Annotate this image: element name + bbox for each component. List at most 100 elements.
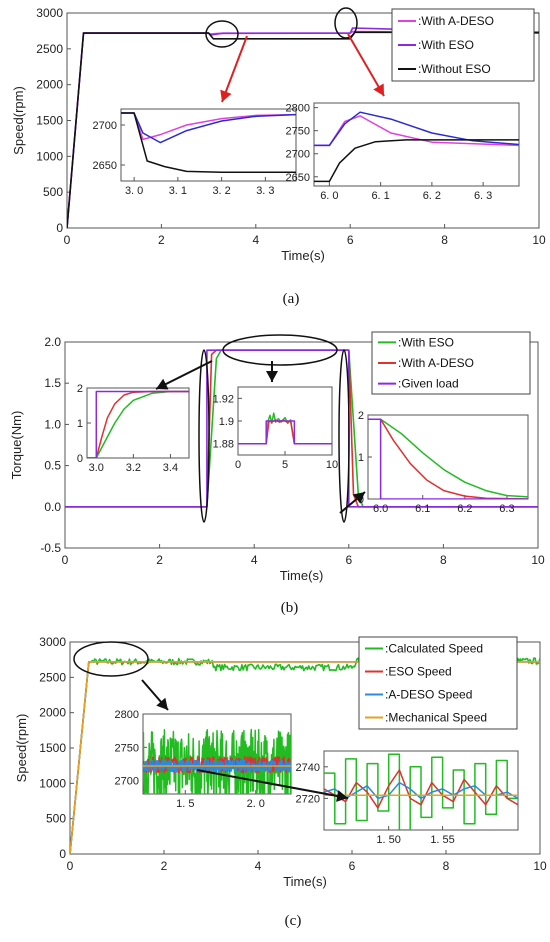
chart-b-zoom-arrowhead (266, 371, 278, 382)
chart-a-zoom-ellipse (334, 7, 358, 39)
chart-b-ytick-label: -0.5 (40, 541, 61, 555)
chart-a-xlabel: Time(s) (281, 248, 325, 263)
chart-c-inset-1-ytick-label: 2720 (296, 793, 320, 805)
chart-a-ytick-label: 1500 (36, 114, 63, 128)
chart-c-xtick-label: 10 (533, 859, 547, 873)
chart-b-ytick-label: 0.0 (44, 500, 61, 514)
chart-b-xlabel: Time(s) (280, 568, 324, 583)
chart-b-xtick-label: 0 (62, 553, 69, 567)
chart-c-zoom-arrowhead (156, 697, 168, 710)
chart-a-inset-1-xtick-label: 6. 1 (371, 190, 389, 202)
chart-a-zoom-arrow (347, 33, 385, 97)
chart-b-inset-0-series-2 (87, 390, 189, 458)
chart-b-inset-1-series-2 (238, 420, 332, 445)
chart-b-inset-1-ytick-label: 1.88 (213, 439, 234, 451)
chart-a-inset-0-ytick-label: 2700 (93, 120, 117, 132)
chart-b-inset-2-ytick-label: 2 (358, 410, 364, 422)
chart-a-ytick-label: 2500 (36, 42, 63, 56)
chart-a-xtick-label: 10 (532, 233, 546, 247)
chart-c-legend-entry-1: :ESO Speed (385, 665, 452, 679)
chart-c-inset-0-xtick-label: 1. 5 (176, 798, 194, 810)
chart-c-zoom-arrowhead (336, 790, 348, 802)
chart-b-ylabel: Torque(Nm) (9, 411, 24, 480)
chart-a-inset-0-xtick-label: 3. 0 (125, 185, 143, 197)
chart-c-legend-entry-3: :Mechanical Speed (385, 711, 487, 725)
chart-b-inset-0-xtick-label: 3.2 (126, 462, 141, 474)
chart-c-xtick-label: 0 (67, 859, 74, 873)
chart-c-inset-1-ytick-label: 2740 (296, 762, 320, 774)
chart-b-ytick-label: 1.0 (44, 417, 61, 431)
chart-c-inset-1-series-0 (324, 753, 518, 830)
chart-c-caption: (c) (285, 913, 302, 929)
chart-a-axes: 0 2 4 6 8 10 0 500 1000 1500 2000 2500 3000 (36, 6, 546, 247)
chart-a-zoom-arrowhead (373, 83, 384, 96)
chart-a-legend: :With A-DESO:With ESO:Without ESO (391, 8, 535, 82)
chart-a-xtick-label: 2 (158, 233, 165, 247)
chart-a-xtick-label: 0 (64, 233, 71, 247)
chart-c-legend: :Calculated Speed:ESO Speed:A-DESO Speed… (358, 636, 518, 730)
chart-b-zoom-arrowhead (156, 378, 169, 390)
chart-b-inset-1-xtick-label: 5 (282, 459, 288, 471)
chart-a-zoom-ellipse (205, 20, 239, 48)
chart-b-zoom-arrowhead (352, 492, 365, 504)
chart-c-ytick-label: 2000 (39, 706, 66, 720)
chart-a-ytick-label: 0 (56, 221, 63, 235)
chart-b-legend: :With ESO:With A-DESO:Given load (371, 331, 531, 395)
chart-b-inset-2-series-0 (368, 418, 528, 498)
chart-a-inset-1-xtick-label: 6. 0 (320, 190, 338, 202)
chart-a-inset-0-frame (120, 108, 297, 182)
chart-b-axes: 0 2 4 6 8 10-0.50.00.51.01.52.0 (40, 335, 545, 567)
chart-a-legend-entry-0: :With A-DESO (418, 14, 494, 28)
chart-a-ytick-label: 3000 (36, 6, 63, 20)
chart-b-ytick-label: 1.5 (44, 376, 61, 390)
chart-a-inset-0-series-group (121, 112, 296, 173)
chart-c-zoom-ellipse (73, 641, 149, 677)
chart-b-xtick-label: 10 (531, 553, 545, 567)
chart-b-inset-1-ytick-label: 1.92 (213, 393, 234, 405)
chart-b-inset-0-ytick-label: 0 (77, 453, 83, 465)
chart-a-inset-0-xtick-label: 3. 1 (169, 185, 187, 197)
chart-a-ytick-label: 2000 (36, 78, 63, 92)
chart-a-legend-entry-1: :With ESO (418, 38, 474, 52)
chart-b-xtick-label: 8 (440, 553, 447, 567)
chart-a-inset-1-ytick-label: 2700 (286, 149, 310, 161)
chart-c-legend-box (358, 636, 518, 730)
chart-b-inset-1-axes: 0 5 10 1.88 1.9 1.92 (213, 386, 338, 471)
chart-b-zoom-ellipse (222, 334, 338, 366)
chart-a-ytick-label: 1000 (36, 149, 63, 163)
chart-a-inset-0-ytick-label: 2650 (93, 160, 117, 172)
chart-c-ytick-label: 3000 (39, 635, 66, 649)
chart-c-inset-0-ytick-label: 2750 (115, 742, 139, 754)
chart-b-inset-0-ytick-label: 1 (77, 418, 83, 430)
chart-b-inset-2-xtick-label: 6.0 (373, 503, 388, 515)
chart-a-inset-0-series-2 (121, 112, 296, 173)
chart-c-inset-0-xtick-label: 2. 0 (247, 798, 265, 810)
chart-b-inset-1-series-1 (238, 419, 332, 445)
chart-a-inset-1-ytick-label: 2800 (286, 103, 310, 115)
chart-a-inset-1-xtick-label: 6. 2 (423, 190, 441, 202)
chart-b-inset-2-series-group (368, 418, 528, 499)
chart-c-inset-1-xtick-label: 1. 50 (376, 834, 400, 846)
chart-c-inset-1-series-group (324, 753, 518, 830)
chart-b-legend-box (371, 331, 531, 395)
chart-b-inset-2-series-2 (368, 418, 528, 499)
chart-c-legend-entry-0: :Calculated Speed (385, 642, 483, 656)
chart-c-xlabel: Time(s) (283, 874, 327, 889)
chart-c-inset-1-axes: 1. 50 1. 55 2720 2740 (296, 750, 519, 846)
chart-b-xtick-label: 2 (156, 553, 163, 567)
chart-a-inset-1-ytick-label: 2650 (286, 172, 310, 184)
chart-a-inset-1-xtick-label: 6. 3 (474, 190, 492, 202)
chart-c-xtick-label: 8 (443, 859, 450, 873)
chart-b-inset-0-series-group (87, 390, 189, 458)
chart-c-inset-1-frame (323, 750, 519, 831)
chart-b-xtick-label: 6 (345, 553, 352, 567)
chart-c-ylabel: Speed(rpm) (14, 714, 29, 783)
chart-b-zoom-ellipse (198, 349, 210, 523)
chart-b-frame (64, 341, 539, 549)
chart-c-ytick-label: 1000 (39, 776, 66, 790)
chart-a-inset-1-ytick-label: 2750 (286, 126, 310, 138)
chart-c-ytick-label: 0 (59, 847, 66, 861)
chart-b-inset-0-xtick-label: 3.0 (89, 462, 104, 474)
chart-b-inset-1-series-group (238, 412, 332, 445)
